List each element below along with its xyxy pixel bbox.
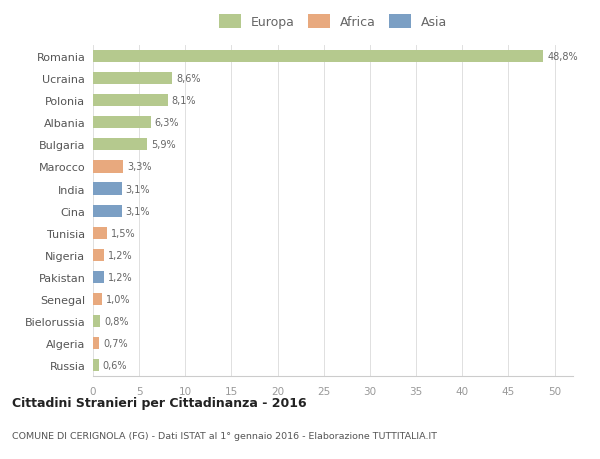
Text: 3,1%: 3,1%: [125, 206, 150, 216]
Text: 1,2%: 1,2%: [108, 272, 133, 282]
Text: 3,1%: 3,1%: [125, 184, 150, 194]
Text: 0,6%: 0,6%: [102, 360, 127, 370]
Text: 1,0%: 1,0%: [106, 294, 130, 304]
Bar: [93, 227, 107, 239]
Text: 1,2%: 1,2%: [108, 250, 133, 260]
Legend: Europa, Africa, Asia: Europa, Africa, Asia: [215, 11, 451, 33]
Bar: [93, 205, 122, 217]
Bar: [93, 117, 151, 129]
Text: 6,3%: 6,3%: [155, 118, 179, 128]
Bar: [93, 161, 124, 173]
Text: Cittadini Stranieri per Cittadinanza - 2016: Cittadini Stranieri per Cittadinanza - 2…: [12, 396, 307, 409]
Bar: [93, 95, 168, 107]
Text: 48,8%: 48,8%: [547, 52, 578, 62]
Bar: [93, 359, 98, 371]
Text: 5,9%: 5,9%: [151, 140, 176, 150]
Text: COMUNE DI CERIGNOLA (FG) - Dati ISTAT al 1° gennaio 2016 - Elaborazione TUTTITAL: COMUNE DI CERIGNOLA (FG) - Dati ISTAT al…: [12, 431, 437, 440]
Bar: [93, 139, 148, 151]
Bar: [93, 249, 104, 261]
Bar: [93, 73, 172, 85]
Bar: [93, 293, 102, 305]
Text: 0,8%: 0,8%: [104, 316, 128, 326]
Text: 1,5%: 1,5%: [110, 228, 135, 238]
Bar: [93, 271, 104, 283]
Text: 0,7%: 0,7%: [103, 338, 128, 348]
Bar: [93, 337, 100, 349]
Text: 8,6%: 8,6%: [176, 74, 200, 84]
Bar: [93, 315, 100, 327]
Bar: [93, 51, 544, 63]
Bar: [93, 183, 122, 195]
Text: 3,3%: 3,3%: [127, 162, 152, 172]
Text: 8,1%: 8,1%: [172, 96, 196, 106]
